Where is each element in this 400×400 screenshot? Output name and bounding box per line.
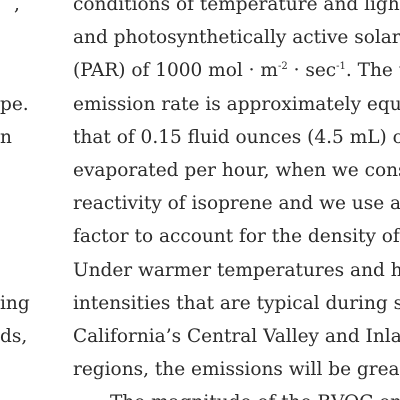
left-column-fragment: ing [0,292,30,314]
body-line: and photosynthetically active solar [73,21,400,54]
text-segment: factor to account for the density of [73,226,400,248]
left-column-fragment: n [0,126,12,148]
body-line: regions, the emissions will be great [73,353,400,386]
text-segment: California’s Central Valley and Inlan [73,326,400,347]
body-line: intensities that are typical during s [73,287,400,320]
text-segment: regions, the emissions will be great [73,359,400,381]
body-line: California’s Central Valley and Inlan [73,320,400,353]
superscript: -1 [336,61,346,73]
left-column-fragment: ds, [0,326,28,347]
text-segment: · sec [287,60,337,82]
body-line: conditions of temperature and ligh [73,0,400,21]
body-line: that of 0.15 fluid ounces (4.5 mL) of [73,121,400,154]
text-segment: Under warmer temperatures and hi [73,259,400,281]
left-column-fragment: pe. [0,93,29,115]
text-segment: reactivity of isoprene and we use a c [73,193,400,215]
left-column-fragment: , [14,0,20,15]
superscript: -2 [277,61,288,73]
text-segment: . The tr [345,60,400,82]
text-segment: intensities that are typical during s [73,292,400,314]
body-line: The magnitude of the BVOC em [110,386,400,400]
text-segment: that of 0.15 fluid ounces (4.5 mL) of [73,126,400,148]
text-segment: emission rate is approximately equ [73,93,400,115]
body-line: evaporated per hour, when we cons [73,154,400,187]
text-segment: (PAR) of 1000 mol · m [73,60,278,82]
text-segment: conditions of temperature and ligh [73,0,400,15]
text-segment: The magnitude of the BVOC em [110,392,400,400]
text-segment: evaporated per hour, when we cons [73,160,400,181]
body-line: factor to account for the density of [73,220,400,253]
body-line: reactivity of isoprene and we use a c [73,187,400,220]
body-line: (PAR) of 1000 mol · m-2 · sec-1. The tr [73,54,400,87]
body-line: emission rate is approximately equ [73,88,400,121]
body-line: Under warmer temperatures and hi [73,254,400,287]
text-segment: and photosynthetically active solar [73,27,400,49]
